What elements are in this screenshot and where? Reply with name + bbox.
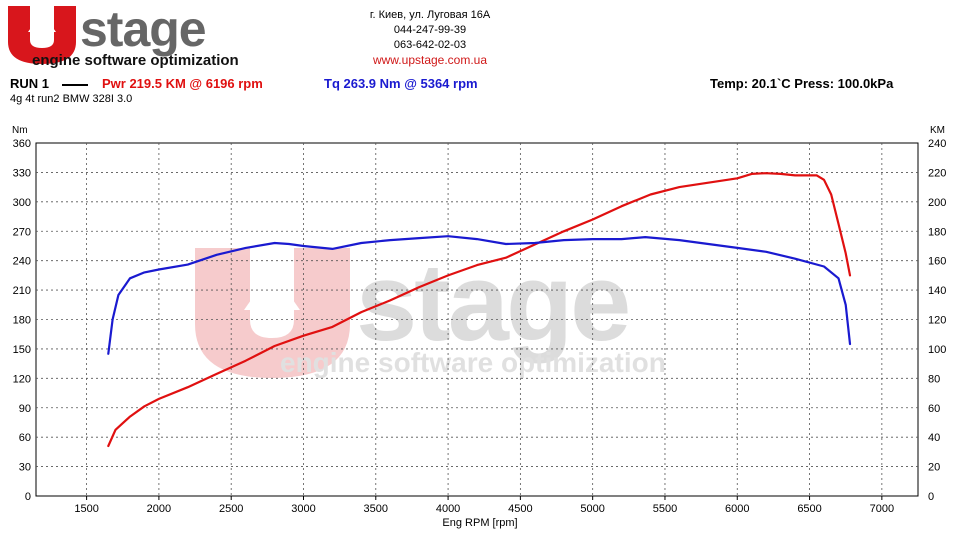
- x-axis-label: Eng RPM [rpm]: [442, 517, 517, 529]
- right-y-tick-label: 40: [928, 432, 940, 444]
- right-y-tick-label: 220: [928, 167, 946, 179]
- logo-stage-text: stage: [80, 2, 206, 57]
- left-y-axis: 0 30 60 90 120 150 180 210 240 270 300 330 360: [13, 138, 31, 503]
- x-tick-label: 6000: [725, 503, 749, 515]
- left-y-tick-label: 270: [13, 226, 31, 238]
- x-tick-label: 1500: [74, 503, 98, 515]
- right-y-tick-label: 140: [928, 285, 946, 297]
- torque-summary: Tq 263.9 Nm @ 5364 rpm: [324, 76, 478, 91]
- x-tick-label: 6500: [797, 503, 821, 515]
- left-axis-label: Nm: [12, 125, 28, 136]
- contact-block: г. Киев, ул. Луговая 16А 044-247-99-39 0…: [330, 8, 530, 68]
- run-subtitle: 4g 4t run2 BMW 328I 3.0: [10, 93, 133, 105]
- left-y-tick-label: 210: [13, 285, 31, 297]
- x-tick-label: 5000: [580, 503, 604, 515]
- x-tick-label: 3500: [364, 503, 388, 515]
- logo-tagline: engine software optimization: [32, 52, 239, 68]
- phone-2: 063-642-02-03: [393, 39, 467, 51]
- right-y-tick-label: 240: [928, 138, 946, 150]
- right-y-tick-label: 180: [928, 226, 946, 238]
- x-tick-label: 2000: [147, 503, 171, 515]
- x-tick-label: 2500: [219, 503, 243, 515]
- right-y-tick-label: 80: [928, 373, 940, 385]
- watermark-logo: stage engine software optimization: [195, 241, 666, 378]
- run-label: RUN 1: [10, 76, 50, 91]
- right-y-tick-label: 20: [928, 462, 940, 474]
- right-y-tick-label: 100: [928, 344, 946, 356]
- upstage-logo: stage engine software optimization: [8, 2, 239, 68]
- right-y-axis: 0 20 40 60 80 100 120 140 160 180 200 220 240: [928, 138, 946, 503]
- power-curve: [107, 172, 852, 448]
- logo-arrow: [28, 12, 56, 44]
- watermark-stage-text: stage: [356, 241, 628, 364]
- right-y-tick-label: 60: [928, 403, 940, 415]
- right-y-tick-label: 120: [928, 315, 946, 327]
- x-tick-label: 5500: [653, 503, 677, 515]
- left-y-tick-label: 300: [13, 197, 31, 209]
- right-y-tick-label: 200: [928, 197, 946, 209]
- website-link[interactable]: www.upstage.com.ua: [372, 53, 488, 67]
- left-y-tick-label: 30: [19, 462, 31, 474]
- x-axis: 1500 2000 2500 3000 3500 4000 4500 5000 5500 6000…: [74, 496, 894, 515]
- left-y-tick-label: 330: [13, 167, 31, 179]
- right-axis-label: KM: [930, 125, 945, 136]
- left-y-tick-label: 60: [19, 432, 31, 444]
- power-summary: Pwr 219.5 KM @ 6196 rpm: [102, 76, 263, 91]
- right-y-tick-label: 160: [928, 256, 946, 268]
- left-y-tick-label: 120: [13, 373, 31, 385]
- x-tick-label: 4500: [508, 503, 532, 515]
- logo-u-shape: [8, 6, 76, 64]
- x-tick-label: 7000: [870, 503, 894, 515]
- run-legend-line: [62, 84, 88, 86]
- grid: [36, 143, 918, 496]
- conditions-readout: Temp: 20.1`C Press: 100.0kPa: [710, 76, 894, 91]
- left-y-tick-label: 240: [13, 256, 31, 268]
- left-y-tick-label: 150: [13, 344, 31, 356]
- phone-1: 044-247-99-39: [393, 24, 467, 36]
- x-tick-label: 4000: [436, 503, 460, 515]
- run-summary-row: RUN 1 Pwr 219.5 KM @ 6196 rpm Tq 263.9 N…: [10, 76, 950, 94]
- x-tick-label: 3000: [291, 503, 315, 515]
- left-y-tick-label: 360: [13, 138, 31, 150]
- left-y-tick-label: 180: [13, 315, 31, 327]
- address: г. Киев, ул. Луговая 16А: [369, 9, 491, 21]
- watermark-tagline: engine software optimization: [280, 347, 666, 378]
- series-group: [107, 172, 852, 448]
- left-y-tick-label: 90: [19, 403, 31, 415]
- torque-curve: [107, 235, 852, 355]
- right-y-tick-label: 0: [928, 491, 934, 503]
- left-y-tick-label: 0: [25, 491, 31, 503]
